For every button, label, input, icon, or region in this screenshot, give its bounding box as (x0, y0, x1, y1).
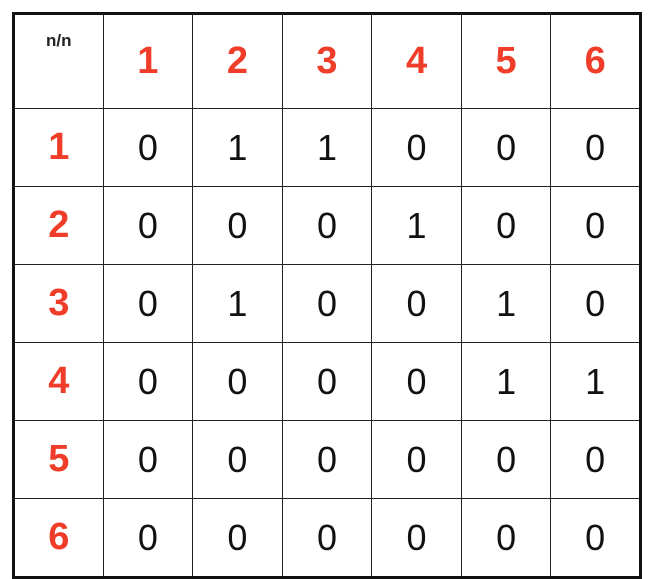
matrix-cell: 0 (460, 108, 552, 187)
matrix-cell: 0 (281, 264, 373, 343)
matrix-cell: 0 (550, 264, 641, 343)
matrix-cell: 0 (460, 420, 552, 499)
matrix-cell: 1 (192, 264, 283, 343)
matrix-cell: 0 (192, 420, 283, 499)
matrix-cell: 0 (102, 264, 194, 343)
matrix-cell: 1 (460, 342, 552, 421)
row-header-3: 3 (13, 264, 104, 343)
matrix-cell: 1 (281, 108, 373, 187)
matrix-cell: 1 (192, 108, 283, 187)
row-header-1: 1 (13, 108, 104, 187)
matrix-cell: 0 (371, 264, 462, 343)
matrix-cell: 0 (550, 420, 641, 499)
matrix-cell: 1 (371, 186, 462, 265)
column-header-1: 1 (102, 13, 194, 109)
matrix-cell: 0 (460, 498, 552, 578)
row-header-2: 2 (13, 186, 104, 265)
matrix-cell: 0 (371, 498, 462, 578)
matrix-cell: 0 (102, 342, 194, 421)
matrix-cell: 0 (192, 186, 283, 265)
matrix-cell: 0 (460, 186, 552, 265)
row-header-5: 5 (13, 420, 104, 499)
matrix-cell: 0 (192, 498, 283, 578)
matrix-cell: 0 (102, 498, 194, 578)
matrix-cell: 1 (550, 342, 641, 421)
matrix-cell: 0 (371, 108, 462, 187)
matrix-cell: 0 (281, 186, 373, 265)
row-header-4: 4 (13, 342, 104, 421)
matrix-cell: 0 (102, 420, 194, 499)
corner-label: n/n (13, 13, 104, 109)
matrix-cell: 0 (281, 420, 373, 499)
column-header-3: 3 (281, 13, 373, 109)
matrix-cell: 0 (192, 342, 283, 421)
matrix-cell: 0 (102, 108, 194, 187)
matrix-cell: 0 (371, 420, 462, 499)
matrix-cell: 1 (460, 264, 552, 343)
matrix-cell: 0 (371, 342, 462, 421)
matrix-cell: 0 (102, 186, 194, 265)
matrix-cell: 0 (550, 186, 641, 265)
matrix-cell: 0 (281, 342, 373, 421)
matrix-cell: 0 (550, 108, 641, 187)
row-header-6: 6 (13, 498, 104, 578)
matrix-cell: 0 (281, 498, 373, 578)
matrix-cell: 0 (550, 498, 641, 578)
column-header-2: 2 (192, 13, 283, 109)
column-header-6: 6 (550, 13, 641, 109)
column-header-4: 4 (371, 13, 462, 109)
column-header-5: 5 (460, 13, 552, 109)
